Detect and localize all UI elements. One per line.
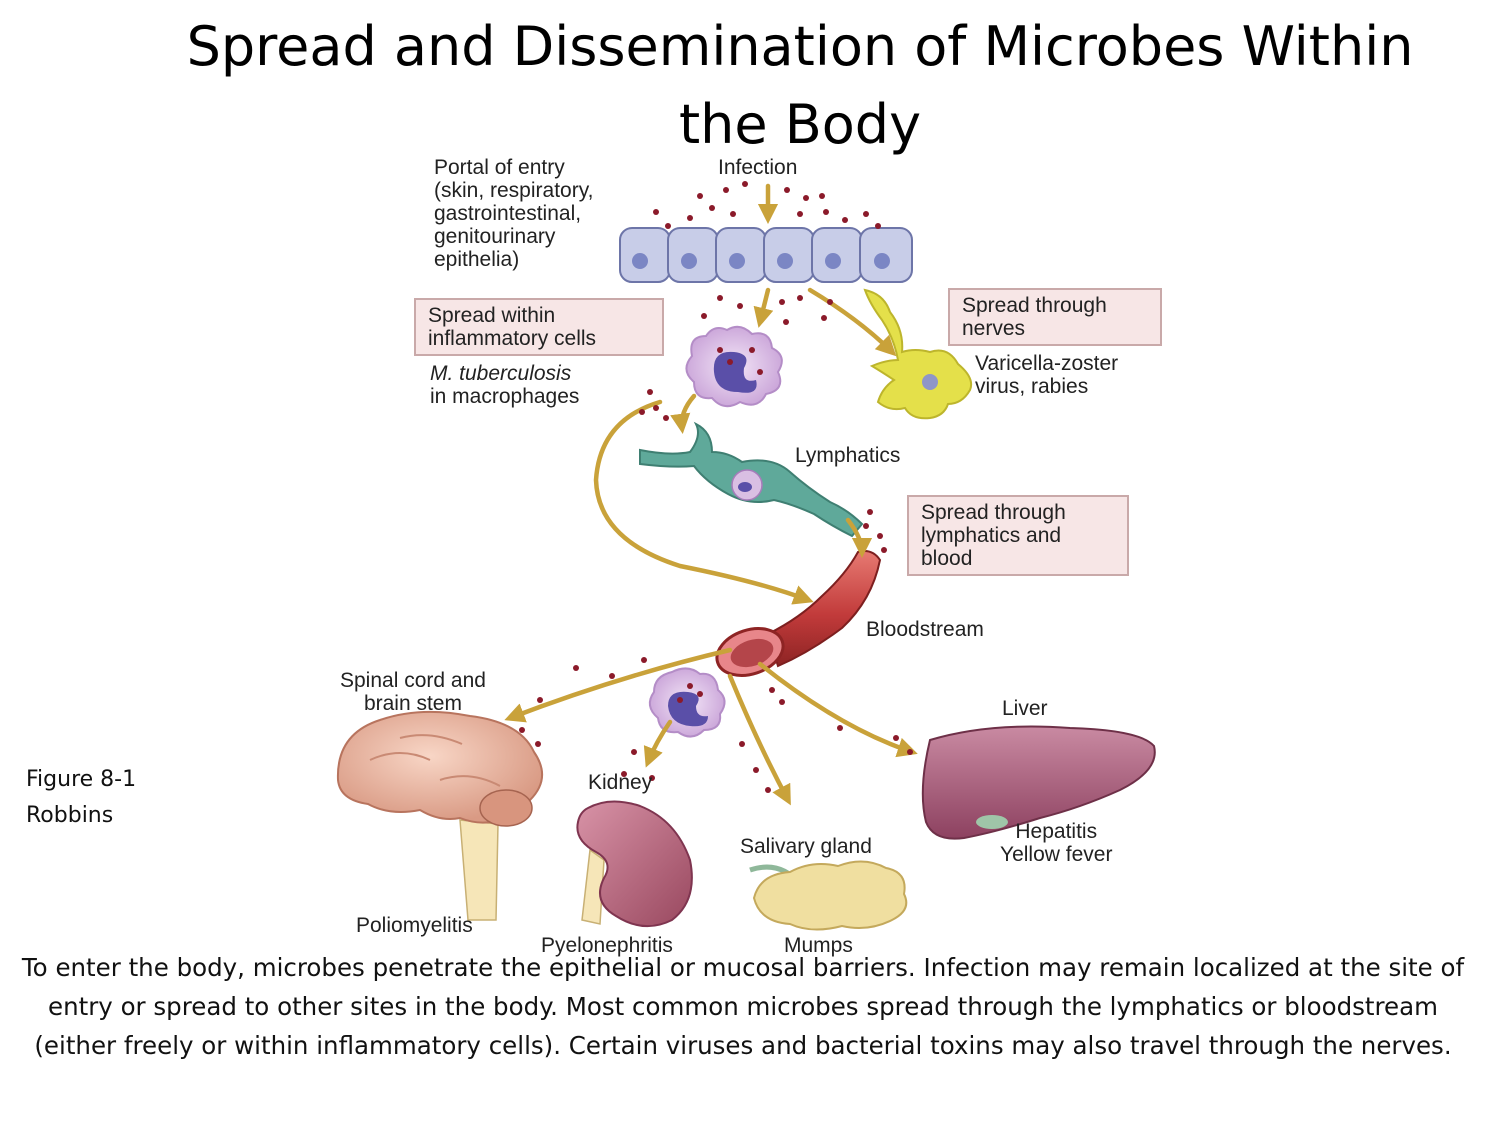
lymphatic-vessel [639,421,864,538]
figure-reference: Figure 8-1 Robbins [26,767,137,828]
blood-vessel [715,550,882,677]
bloodstream-label: Bloodstream [866,618,984,641]
kidney [576,800,693,927]
slide-title: Spread and Dissemination of Microbes Wit… [186,15,1414,156]
box-spread-lymphatics-blood: Spread through lymphatics and blood [907,495,1129,576]
macrophage-bottom [648,667,726,738]
infection-label: Infection [718,156,798,179]
microbes [519,181,913,793]
macrophage-top [685,325,783,408]
arrows [504,183,918,806]
epithelium [619,227,913,283]
neuron [863,288,973,420]
lymphatics-label: Lymphatics [795,444,901,467]
liver [921,725,1156,840]
salivary-gland [749,860,908,931]
box-spread-inflammatory-cells: Spread within inflammatory cells [414,298,664,356]
hepatitis-label: Hepatitis Yellow fever [1000,820,1113,866]
mtb-label: M. tuberculosis in macrophages [430,362,580,408]
kidney-label: Kidney [588,771,653,794]
liver-label: Liver [1002,697,1048,720]
poliomyelitis-label: Poliomyelitis [356,914,473,937]
portal-of-entry-label: Portal of entry (skin, respiratory, gast… [434,156,594,271]
varicella-label: Varicella-zoster virus, rabies [975,352,1119,398]
caption: To enter the body, microbes penetrate th… [21,953,1465,1060]
box-spread-nerves: Spread through nerves [948,288,1162,346]
brain [336,710,543,921]
spinal-cord-label: Spinal cord and brain stem [340,669,486,715]
mumps-label: Mumps [784,934,853,957]
pyelonephritis-label: Pyelonephritis [541,934,673,957]
salivary-gland-label: Salivary gland [740,835,872,858]
